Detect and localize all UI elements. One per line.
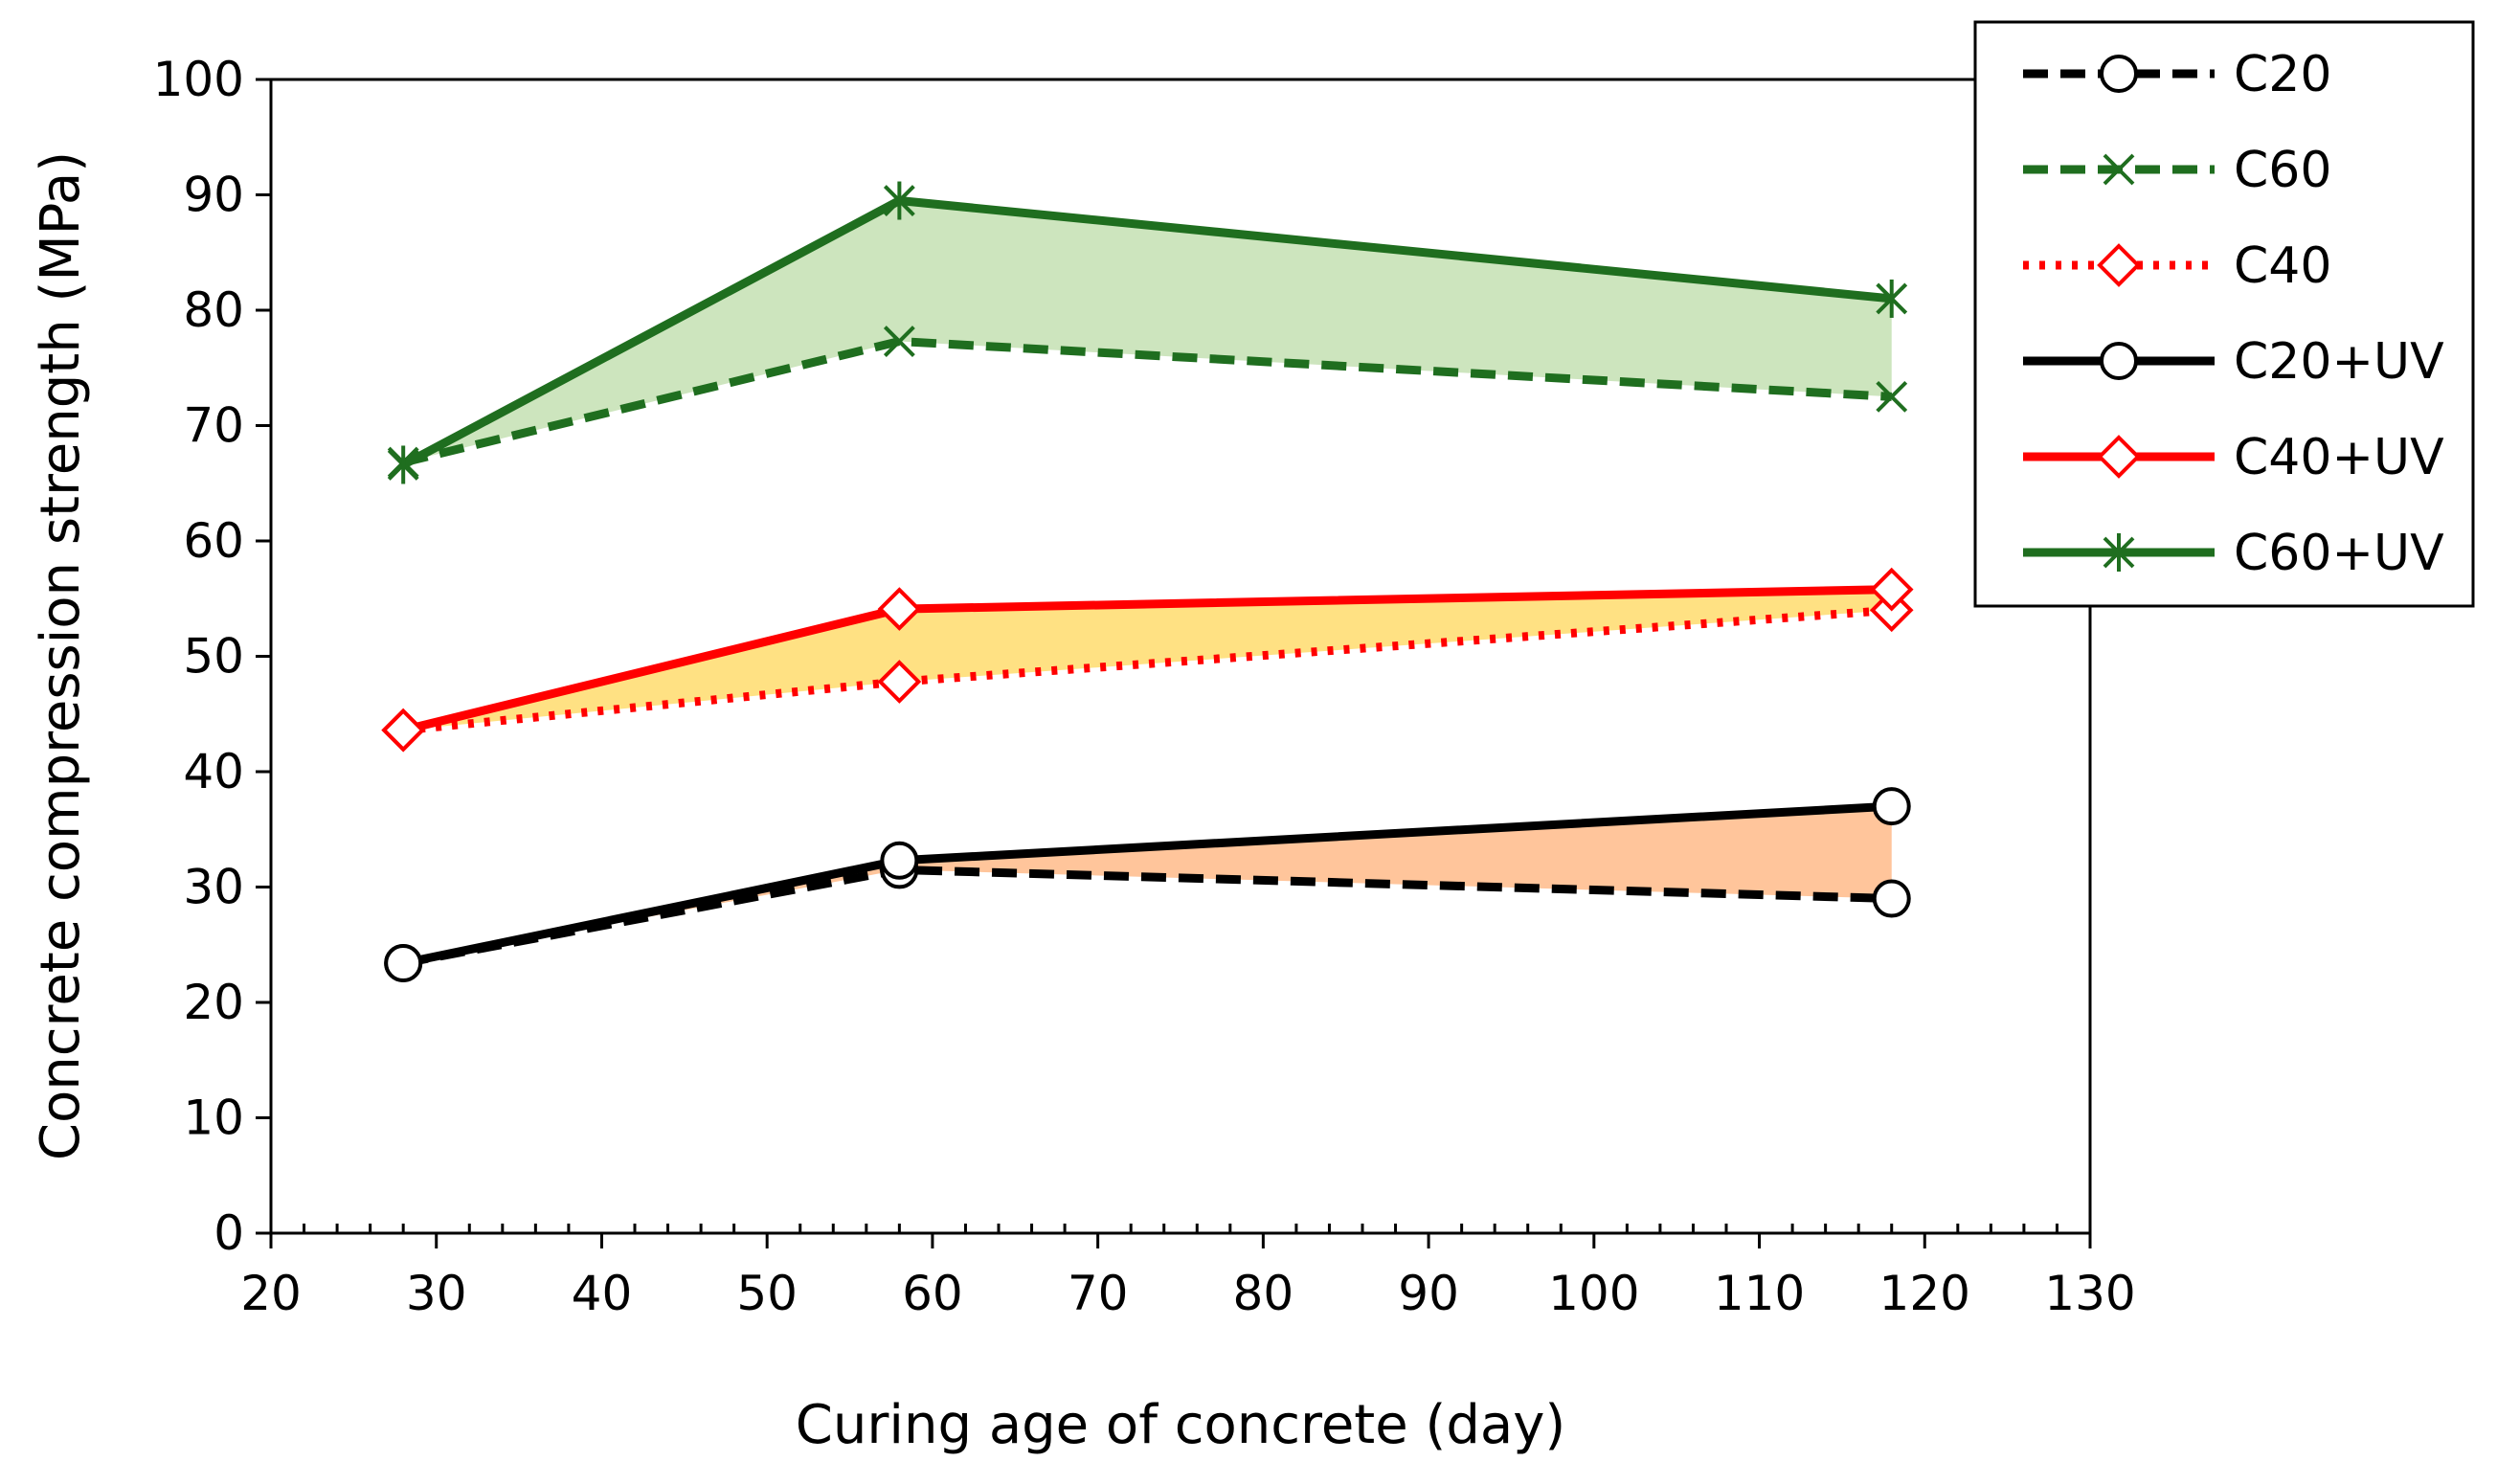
x-tick-label: 40: [572, 1266, 633, 1321]
x-tick-label: 80: [1233, 1266, 1294, 1321]
point-c60-plus-uv: [1876, 279, 1908, 318]
band-c40-to-c40-plus-uv: [403, 589, 1892, 731]
point-c40-plus-uv: [877, 587, 922, 631]
x-tick-label: 20: [240, 1266, 302, 1321]
point-c60-plus-uv: [883, 181, 915, 220]
legend-label: C60: [2234, 142, 2331, 199]
x-tick-label: 30: [406, 1266, 467, 1321]
legend-label: C60+UV: [2234, 525, 2444, 582]
y-tick-label: 70: [183, 398, 244, 454]
y-tick-label: 0: [214, 1205, 244, 1261]
series-line-c60: [402, 337, 1892, 467]
legend-label: C40: [2234, 237, 2331, 295]
legend-swatch-marker: [2103, 533, 2135, 572]
x-tick-label: 60: [902, 1266, 963, 1321]
point-c20-plus-uv: [1872, 787, 1911, 826]
point-c40-plus-uv: [381, 708, 426, 753]
y-tick-label: 20: [183, 975, 244, 1030]
legend-item-c60-plus-uv: C60+UV: [2023, 525, 2444, 582]
legend: C20 C60 C40 C20+UV C40+UV C60+UV: [1973, 20, 2475, 608]
x-tick-label: 120: [1879, 1266, 1970, 1321]
point-c40: [877, 660, 922, 704]
x-tick-label: 110: [1714, 1266, 1805, 1321]
y-tick-label: 90: [183, 168, 244, 223]
y-tick-label: 60: [183, 513, 244, 569]
tick-marks: 0 10 20 30 40 50 60 70 80 90 100 20 30 40 50 60 70 80 90 10…: [153, 52, 2136, 1321]
y-axis-title: Concrete compression strength (MPa): [30, 151, 92, 1160]
y-tick-label: 30: [183, 860, 244, 915]
x-tick-label: 50: [736, 1266, 798, 1321]
series-markers: [381, 181, 1914, 983]
x-axis-title: Curing age of concrete (day): [796, 1394, 1565, 1456]
legend-label: C40+UV: [2234, 429, 2444, 486]
y-tick-label: 50: [183, 629, 244, 685]
point-c20: [1872, 879, 1911, 918]
legend-swatch-marker: [2100, 55, 2138, 93]
y-tick-label: 10: [183, 1091, 244, 1146]
legend-label: C20+UV: [2234, 333, 2444, 391]
band-c60-to-c60-plus-uv: [403, 200, 1892, 465]
y-tick-label: 80: [183, 282, 244, 338]
x-tick-label: 130: [2044, 1266, 2135, 1321]
legend-label: C20: [2234, 46, 2331, 103]
y-tick-label: 40: [183, 744, 244, 799]
point-c60: [883, 326, 915, 357]
band-c20-to-c20-plus-uv: [403, 806, 1892, 964]
legend-swatch-marker: [2097, 435, 2141, 479]
x-tick-label: 90: [1398, 1266, 1459, 1321]
point-c20-plus-uv: [880, 841, 919, 880]
y-tick-label: 100: [153, 52, 244, 107]
point-c60: [1876, 380, 1908, 413]
legend-swatch-marker: [2103, 153, 2135, 186]
x-tick-label: 100: [1548, 1266, 1639, 1321]
x-tick-label: 70: [1068, 1266, 1129, 1321]
point-c40-plus-uv: [1869, 567, 1914, 612]
legend-swatch-marker: [2100, 342, 2138, 380]
legend-item-c40-plus-uv: C40+UV: [2023, 429, 2444, 486]
point-c60-plus-uv: [387, 445, 419, 484]
legend-box: [1973, 20, 2475, 608]
legend-swatch-marker: [2097, 243, 2141, 287]
legend-item-c20: C20: [2023, 46, 2331, 103]
fill-bands: [403, 200, 1892, 964]
point-c20-plus-uv: [384, 944, 423, 983]
legend-item-c60: C60: [2023, 142, 2331, 199]
series-line-c40: [402, 605, 1893, 735]
legend-item-c20-plus-uv: C20+UV: [2023, 333, 2444, 391]
legend-item-c40: C40: [2023, 237, 2331, 295]
